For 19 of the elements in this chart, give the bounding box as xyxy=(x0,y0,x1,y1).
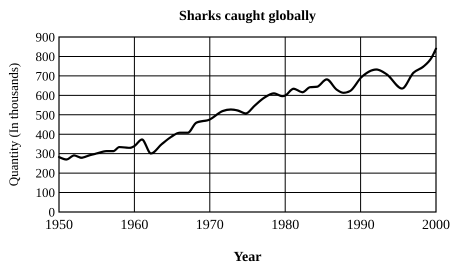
y-axis-title: Quantity (In thousands) xyxy=(6,62,21,186)
x-tick-label: 1980 xyxy=(271,218,300,233)
y-tick-label: 500 xyxy=(36,107,55,122)
chart-title: Sharks caught globally xyxy=(179,9,316,24)
x-tick-label: 1960 xyxy=(120,218,148,233)
y-tick-label: 800 xyxy=(36,48,55,64)
x-axis-title: Year xyxy=(234,250,262,265)
y-tick-label: 700 xyxy=(36,68,55,84)
x-tick-label: 2000 xyxy=(422,218,450,233)
y-tick-label: 200 xyxy=(36,166,55,181)
y-tick-label: 0 xyxy=(48,204,55,220)
x-tick-label: 1950 xyxy=(45,218,73,233)
y-tick-label: 600 xyxy=(36,88,55,103)
y-tick-label: 400 xyxy=(36,126,55,142)
y-tick-label: 100 xyxy=(36,185,55,200)
y-tick-label: 300 xyxy=(36,146,55,162)
x-tick-label: 1970 xyxy=(196,218,224,233)
x-tick-label: 1990 xyxy=(346,218,375,233)
y-tick-label: 900 xyxy=(36,30,55,45)
